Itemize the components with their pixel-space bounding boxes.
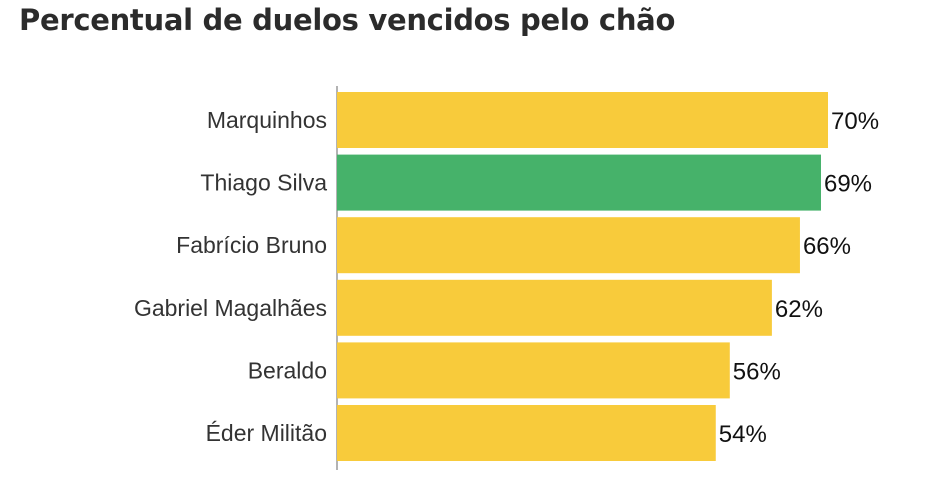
value-label-0: 70% [831,108,879,135]
category-labels-group: Marquinhos Thiago Silva Fabrício Bruno Gabr… [134,107,327,446]
category-label-5: Éder Militão [206,420,327,446]
bar-5 [337,405,716,461]
category-label-1: Thiago Silva [200,170,327,196]
bar-2 [337,217,800,274]
value-label-4: 56% [733,358,781,385]
bars-group [337,92,828,461]
category-label-3: Gabriel Magalhães [134,295,327,321]
bar-0 [337,92,828,148]
value-label-3: 62% [775,296,823,323]
category-label-0: Marquinhos [207,107,327,133]
value-labels-group: 70% 69% 66% 62% 56% 54% [719,108,879,448]
bar-4 [337,342,730,399]
category-label-4: Beraldo [248,357,327,383]
category-label-2: Fabrício Bruno [176,232,327,258]
value-label-5: 54% [719,421,767,448]
bar-3 [337,279,772,336]
value-label-1: 69% [824,171,872,198]
bar-1 [337,154,821,211]
value-label-2: 66% [803,233,851,260]
chart-title: Percentual de duelos vencidos pelo chão [19,3,676,37]
